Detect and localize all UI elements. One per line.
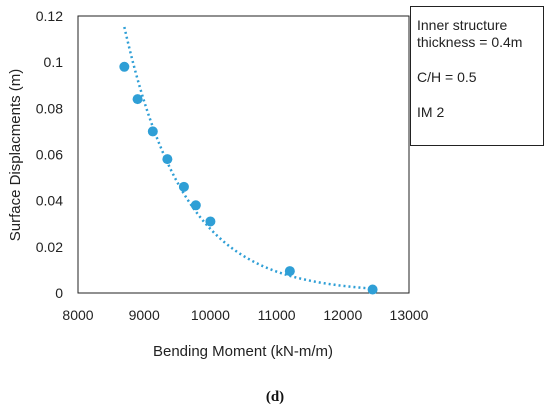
x-tick-label: 11000 xyxy=(258,307,296,323)
annotation-gap xyxy=(417,86,537,104)
x-tick-label: 9000 xyxy=(129,307,160,323)
data-point xyxy=(178,181,189,192)
x-axis-ticks: 8000 9000 10000 11000 12000 13000 xyxy=(62,307,428,323)
y-axis-title: Surface Displacments (m) xyxy=(7,69,24,242)
data-point xyxy=(284,266,295,277)
data-point xyxy=(162,154,173,165)
y-tick-label: 0.04 xyxy=(36,193,63,209)
y-tick-label: 0 xyxy=(55,285,63,301)
x-tick-label: 13000 xyxy=(390,307,429,323)
y-tick-label: 0.08 xyxy=(36,100,63,116)
data-point xyxy=(119,61,130,72)
data-point xyxy=(205,216,216,227)
data-point xyxy=(132,94,143,105)
data-point xyxy=(367,284,378,295)
annotation-box: Inner structure thickness = 0.4m C/H = 0… xyxy=(410,6,544,146)
trendline xyxy=(123,26,370,290)
y-tick-label: 0.06 xyxy=(36,147,63,163)
data-point xyxy=(190,200,201,211)
annotation-line-2: thickness = 0.4m xyxy=(417,34,523,50)
y-tick-label: 0.1 xyxy=(44,54,64,70)
x-tick-label: 8000 xyxy=(62,307,93,323)
annotation-line-3: C/H = 0.5 xyxy=(417,69,477,85)
annotation-line-1: Inner structure xyxy=(417,17,508,33)
data-points xyxy=(119,61,378,295)
annotation-gap xyxy=(417,51,537,69)
figure-caption: (d) xyxy=(265,389,285,405)
x-tick-label: 10000 xyxy=(191,307,230,323)
annotation-line-4: IM 2 xyxy=(417,104,445,120)
x-tick-label: 12000 xyxy=(323,307,362,323)
y-axis-ticks: 0 0.02 0.04 0.06 0.08 0.1 0.12 xyxy=(36,8,63,301)
data-point xyxy=(147,126,158,137)
y-tick-label: 0.12 xyxy=(36,8,63,24)
y-tick-label: 0.02 xyxy=(36,239,63,255)
x-axis-title: Bending Moment (kN-m/m) xyxy=(153,343,333,360)
plot-area xyxy=(77,15,410,294)
